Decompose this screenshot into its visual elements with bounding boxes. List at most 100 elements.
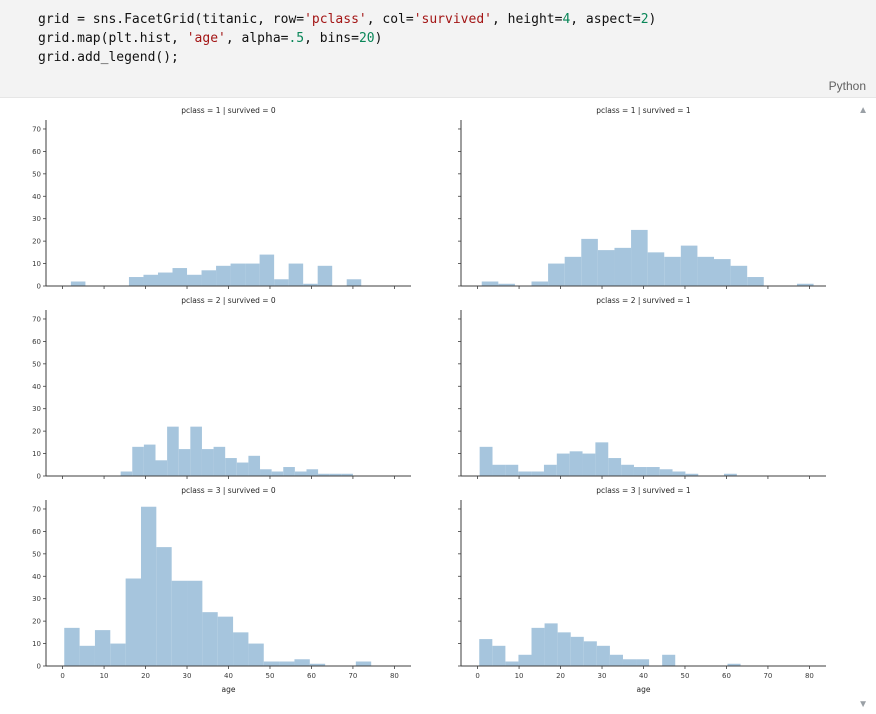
code-token-string: 'age' xyxy=(186,31,226,46)
histogram-bar xyxy=(727,663,741,666)
histogram-bar xyxy=(685,473,699,476)
histogram-bar xyxy=(730,265,748,286)
y-tick-label: 0 xyxy=(37,473,41,481)
histogram-bar xyxy=(248,455,261,476)
x-tick-label: 60 xyxy=(722,672,731,680)
x-tick-label: 70 xyxy=(763,672,772,680)
histogram-bar xyxy=(140,506,157,666)
histogram-bar xyxy=(155,460,168,476)
x-tick-label: 30 xyxy=(183,672,192,680)
code-token-plain: grid.add_legend(); xyxy=(38,50,179,65)
histogram-pclass-2-survived-1: pclass = 2 | survived = 1 xyxy=(458,296,826,479)
code-cell[interactable]: grid = sns.FacetGrid(titanic, row='pclas… xyxy=(0,0,876,98)
histogram-bar xyxy=(178,449,191,476)
histogram-bar xyxy=(346,279,362,286)
y-tick-label: 70 xyxy=(32,315,41,323)
histogram-bar xyxy=(557,632,571,666)
code-line[interactable]: grid = sns.FacetGrid(titanic, row='pclas… xyxy=(38,10,876,29)
x-tick-label: 80 xyxy=(805,672,814,680)
histogram-bar xyxy=(498,283,515,286)
histogram-bar xyxy=(309,663,326,666)
code-token-number: 4 xyxy=(562,12,571,27)
histogram-bar xyxy=(492,464,506,476)
histogram-bar xyxy=(582,453,596,476)
x-tick-label: 50 xyxy=(681,672,690,680)
histogram-bar xyxy=(531,471,544,476)
y-tick-label: 0 xyxy=(37,283,41,291)
y-tick-label: 20 xyxy=(32,238,41,246)
histogram-bar xyxy=(544,623,558,666)
y-tick-label: 40 xyxy=(32,383,41,391)
histogram-bar xyxy=(608,458,622,476)
histogram-bar xyxy=(143,274,158,286)
histogram-bar xyxy=(245,263,260,286)
facet-title: pclass = 1 | survived = 1 xyxy=(596,106,691,115)
facet-title: pclass = 3 | survived = 1 xyxy=(596,486,691,495)
x-tick-label: 10 xyxy=(100,672,109,680)
code-token-plain: , bins= xyxy=(304,31,359,46)
histogram-bar xyxy=(202,612,218,666)
output-area: pclass = 1 | survived = 0 0 10 20 30 40 50 60 70… xyxy=(0,98,876,714)
histogram-bar xyxy=(341,473,353,476)
histogram-bar xyxy=(217,616,234,666)
y-tick-label: 60 xyxy=(32,148,41,156)
histogram-bar xyxy=(172,268,188,286)
histogram-bar xyxy=(190,426,202,476)
histogram-bar xyxy=(556,453,570,476)
scroll-down-icon[interactable]: ▼ xyxy=(858,699,868,710)
charts-grid: pclass = 1 | survived = 0 0 10 20 30 40 50 60 70… xyxy=(12,104,850,706)
language-badge[interactable]: Python xyxy=(828,79,866,93)
histogram-bar xyxy=(647,252,665,286)
histogram-bar xyxy=(609,654,623,666)
histogram-bar xyxy=(581,238,598,286)
histogram-bar xyxy=(156,547,172,666)
code-line[interactable]: grid.add_legend(); xyxy=(38,48,876,67)
histogram-bar xyxy=(294,659,310,666)
histogram-bar xyxy=(492,645,506,666)
code-editor[interactable]: grid = sns.FacetGrid(titanic, row='pclas… xyxy=(38,10,876,67)
histogram-pclass-3-survived-0: pclass = 3 | survived = 0 0 10 20 30 40 50 60 70… xyxy=(32,486,411,694)
histogram-bar xyxy=(329,473,342,476)
histogram-pclass-3-survived-1: pclass = 3 | survived = 1 0 10 20 30 40 50 60 70… xyxy=(458,486,826,694)
code-token-number: .5 xyxy=(288,31,305,46)
x-tick-label: 40 xyxy=(639,672,648,680)
y-tick-label: 20 xyxy=(32,428,41,436)
histogram-bar xyxy=(596,645,610,666)
y-tick-label: 60 xyxy=(32,338,41,346)
histogram-bar xyxy=(518,654,532,666)
code-token-plain: ) xyxy=(648,12,657,27)
facet-chart: pclass = 1 | survived = 1 xyxy=(427,104,832,294)
histogram-bar xyxy=(248,643,264,666)
code-token-plain: ) xyxy=(374,31,383,46)
y-tick-label: 70 xyxy=(32,125,41,133)
histogram-pclass-2-survived-0: pclass = 2 | survived = 0 0 10 20 30 40 50 60 70 xyxy=(32,296,411,481)
x-tick-label: 10 xyxy=(515,672,524,680)
x-tick-label: 80 xyxy=(390,672,399,680)
y-tick-label: 60 xyxy=(32,528,41,536)
histogram-bar xyxy=(548,263,565,286)
code-token-plain: grid.map(plt.hist, xyxy=(38,31,187,46)
histogram-bar xyxy=(796,283,814,286)
histogram-bar xyxy=(505,661,519,666)
facet-title: pclass = 3 | survived = 0 xyxy=(181,486,276,495)
histogram-bar xyxy=(479,639,493,666)
histogram-bar xyxy=(564,256,582,286)
histogram-bar xyxy=(201,270,217,286)
histogram-bar xyxy=(283,467,295,476)
x-tick-label: 60 xyxy=(307,672,316,680)
x-tick-label: 50 xyxy=(266,672,275,680)
x-tick-label: 0 xyxy=(475,672,479,680)
x-tick-label: 40 xyxy=(224,672,233,680)
histogram-bar xyxy=(622,659,637,666)
histogram-bar xyxy=(697,256,715,286)
y-tick-label: 10 xyxy=(32,450,41,458)
scroll-up-icon[interactable]: ▲ xyxy=(858,105,868,116)
histogram-bar xyxy=(355,661,372,666)
code-line[interactable]: grid.map(plt.hist, 'age', alpha=.5, bins… xyxy=(38,29,876,48)
x-axis-label: age xyxy=(222,685,236,694)
y-tick-label: 0 xyxy=(37,663,41,671)
histogram-bar xyxy=(662,654,676,666)
histogram-bar xyxy=(279,661,295,666)
code-token-number: 20 xyxy=(358,31,375,46)
y-tick-label: 50 xyxy=(32,170,41,178)
